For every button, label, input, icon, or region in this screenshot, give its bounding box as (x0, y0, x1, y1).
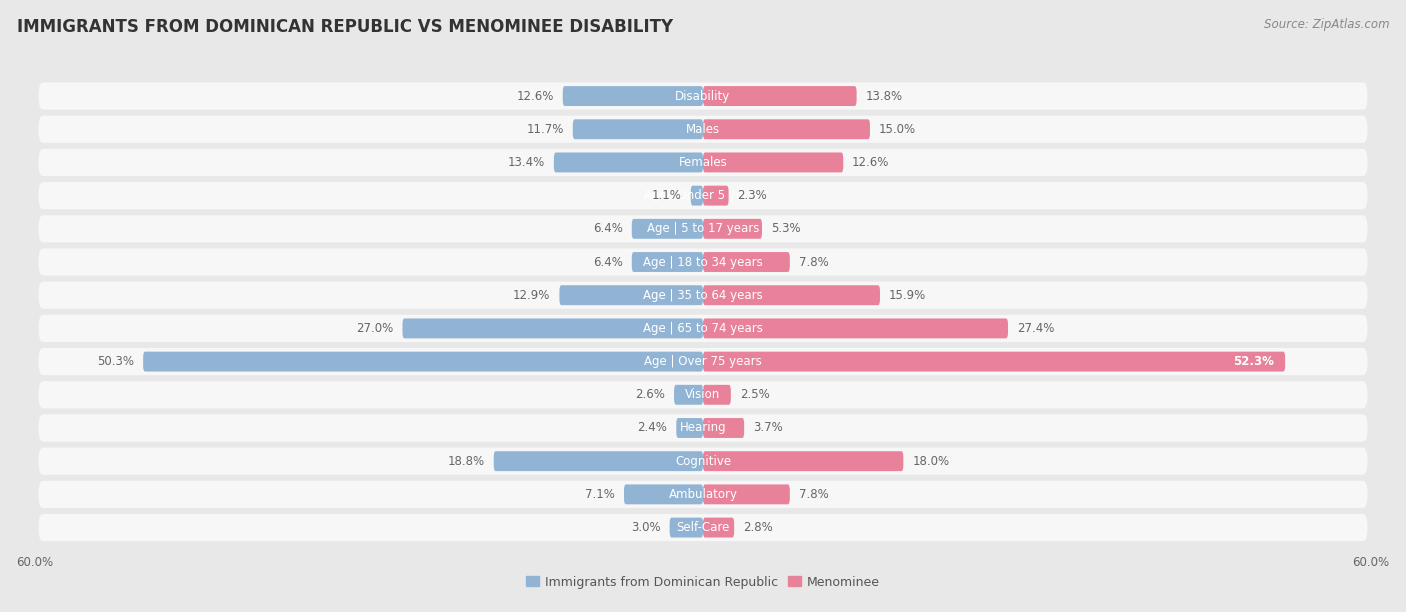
FancyBboxPatch shape (38, 83, 1368, 110)
Text: 12.6%: 12.6% (516, 89, 554, 103)
FancyBboxPatch shape (38, 514, 1368, 541)
FancyBboxPatch shape (703, 485, 790, 504)
Text: Males: Males (686, 123, 720, 136)
FancyBboxPatch shape (703, 185, 728, 206)
Text: 2.5%: 2.5% (740, 388, 769, 401)
Text: 12.9%: 12.9% (513, 289, 551, 302)
Text: 50.3%: 50.3% (97, 355, 134, 368)
FancyBboxPatch shape (38, 282, 1368, 309)
FancyBboxPatch shape (38, 447, 1368, 475)
FancyBboxPatch shape (38, 414, 1368, 442)
Text: Age | 18 to 34 years: Age | 18 to 34 years (643, 256, 763, 269)
Text: 7.8%: 7.8% (799, 488, 828, 501)
FancyBboxPatch shape (631, 219, 703, 239)
Text: 7.8%: 7.8% (799, 256, 828, 269)
Text: 11.7%: 11.7% (526, 123, 564, 136)
Text: Cognitive: Cognitive (675, 455, 731, 468)
Text: Age | Over 75 years: Age | Over 75 years (644, 355, 762, 368)
Text: Age | Under 5 years: Age | Under 5 years (644, 189, 762, 202)
Text: 6.4%: 6.4% (593, 222, 623, 236)
FancyBboxPatch shape (624, 485, 703, 504)
FancyBboxPatch shape (38, 481, 1368, 508)
Text: 2.8%: 2.8% (742, 521, 773, 534)
FancyBboxPatch shape (703, 451, 903, 471)
Text: Disability: Disability (675, 89, 731, 103)
FancyBboxPatch shape (554, 152, 703, 173)
Text: 2.4%: 2.4% (637, 422, 668, 435)
Text: 18.0%: 18.0% (912, 455, 949, 468)
Text: Age | 65 to 74 years: Age | 65 to 74 years (643, 322, 763, 335)
FancyBboxPatch shape (703, 219, 762, 239)
FancyBboxPatch shape (38, 215, 1368, 242)
Text: 13.8%: 13.8% (866, 89, 903, 103)
FancyBboxPatch shape (703, 318, 1008, 338)
Text: Source: ZipAtlas.com: Source: ZipAtlas.com (1264, 18, 1389, 31)
FancyBboxPatch shape (143, 352, 703, 371)
FancyBboxPatch shape (703, 352, 1285, 371)
Text: 27.0%: 27.0% (356, 322, 394, 335)
Text: Age | 5 to 17 years: Age | 5 to 17 years (647, 222, 759, 236)
Text: Hearing: Hearing (679, 422, 727, 435)
Text: IMMIGRANTS FROM DOMINICAN REPUBLIC VS MENOMINEE DISABILITY: IMMIGRANTS FROM DOMINICAN REPUBLIC VS ME… (17, 18, 673, 36)
Text: Ambulatory: Ambulatory (668, 488, 738, 501)
Text: 2.6%: 2.6% (636, 388, 665, 401)
Text: 18.8%: 18.8% (447, 455, 485, 468)
Text: 3.0%: 3.0% (631, 521, 661, 534)
FancyBboxPatch shape (38, 116, 1368, 143)
FancyBboxPatch shape (38, 248, 1368, 275)
FancyBboxPatch shape (494, 451, 703, 471)
FancyBboxPatch shape (38, 348, 1368, 375)
FancyBboxPatch shape (676, 418, 703, 438)
FancyBboxPatch shape (703, 119, 870, 139)
Text: Age | 35 to 64 years: Age | 35 to 64 years (643, 289, 763, 302)
Text: 7.1%: 7.1% (585, 488, 614, 501)
Text: 15.9%: 15.9% (889, 289, 927, 302)
FancyBboxPatch shape (631, 252, 703, 272)
FancyBboxPatch shape (703, 152, 844, 173)
Text: 27.4%: 27.4% (1017, 322, 1054, 335)
FancyBboxPatch shape (703, 418, 744, 438)
Text: 3.7%: 3.7% (754, 422, 783, 435)
FancyBboxPatch shape (690, 185, 703, 206)
FancyBboxPatch shape (38, 182, 1368, 209)
Text: 5.3%: 5.3% (770, 222, 800, 236)
FancyBboxPatch shape (402, 318, 703, 338)
FancyBboxPatch shape (38, 315, 1368, 342)
Text: Vision: Vision (685, 388, 721, 401)
Text: 1.1%: 1.1% (652, 189, 682, 202)
Text: Females: Females (679, 156, 727, 169)
Text: 13.4%: 13.4% (508, 156, 546, 169)
FancyBboxPatch shape (38, 149, 1368, 176)
FancyBboxPatch shape (703, 518, 734, 537)
Text: Self-Care: Self-Care (676, 521, 730, 534)
Text: 2.3%: 2.3% (738, 189, 768, 202)
FancyBboxPatch shape (669, 518, 703, 537)
Text: 15.0%: 15.0% (879, 123, 915, 136)
Text: 52.3%: 52.3% (1233, 355, 1274, 368)
FancyBboxPatch shape (703, 385, 731, 405)
Text: 6.4%: 6.4% (593, 256, 623, 269)
Text: 12.6%: 12.6% (852, 156, 890, 169)
FancyBboxPatch shape (703, 86, 856, 106)
FancyBboxPatch shape (560, 285, 703, 305)
FancyBboxPatch shape (572, 119, 703, 139)
FancyBboxPatch shape (703, 252, 790, 272)
FancyBboxPatch shape (673, 385, 703, 405)
FancyBboxPatch shape (38, 381, 1368, 408)
FancyBboxPatch shape (562, 86, 703, 106)
FancyBboxPatch shape (703, 285, 880, 305)
Legend: Immigrants from Dominican Republic, Menominee: Immigrants from Dominican Republic, Meno… (522, 570, 884, 594)
